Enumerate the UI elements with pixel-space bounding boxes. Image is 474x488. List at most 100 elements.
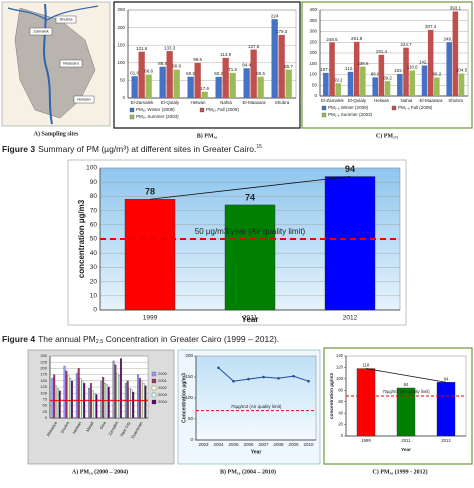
bar bbox=[112, 360, 115, 419]
x-tick-label: Maadi bbox=[85, 420, 95, 432]
bar bbox=[166, 51, 173, 98]
y-tick-label: 50 bbox=[43, 403, 48, 408]
x-tick-label: El-Zamalek bbox=[131, 100, 155, 105]
x-tick-label: El-Zamalek bbox=[321, 98, 345, 103]
x-tick-label: 2012 bbox=[441, 438, 451, 443]
x-tick-label: Shubra bbox=[275, 100, 290, 105]
bar bbox=[397, 73, 403, 96]
x-tick-label: 2009 bbox=[288, 442, 299, 447]
bar bbox=[378, 54, 385, 96]
value-label: 80.7 bbox=[284, 64, 293, 69]
legend-swatch bbox=[391, 105, 397, 111]
x-tick-label: 2012 bbox=[343, 315, 358, 322]
bar bbox=[427, 29, 434, 97]
legend-label: 2004 bbox=[158, 399, 168, 404]
legend-swatch bbox=[151, 399, 157, 405]
y-tick-label: 25 bbox=[43, 409, 48, 414]
bar bbox=[105, 384, 108, 419]
y-tick-label: 80 bbox=[90, 193, 98, 200]
bar bbox=[131, 76, 138, 98]
value-label: 137.5 bbox=[248, 44, 260, 49]
y-tick-label: 75 bbox=[43, 396, 48, 401]
legend-swatch bbox=[129, 107, 135, 113]
limit-label: 70μg/m3 (Air quality limit) bbox=[382, 389, 430, 394]
x-tick-label: 2008 bbox=[273, 442, 284, 447]
value-label: 104.5 bbox=[456, 68, 468, 73]
legend-label: PM₂.₅ Fall (2009) bbox=[398, 105, 433, 110]
x-tick-label: 2011 bbox=[243, 315, 257, 322]
value-label: 84.4 bbox=[242, 62, 251, 67]
y-tick-label: 200 bbox=[40, 365, 47, 370]
y-tick-label: 150 bbox=[185, 374, 193, 379]
bar bbox=[360, 66, 366, 96]
value-label: 84 bbox=[404, 382, 409, 387]
figure-label: Figure 4 bbox=[2, 334, 35, 344]
x-tick-label: El-Qulaly bbox=[348, 98, 367, 103]
bar bbox=[329, 42, 335, 96]
x-axis-label: Year bbox=[251, 449, 262, 455]
map-label: Helwan bbox=[77, 97, 90, 102]
y-tick-label: 20 bbox=[338, 422, 343, 427]
caption-text: Summary of PM (µg/m³) at different sites… bbox=[38, 144, 256, 154]
x-tick-label: Shubra bbox=[448, 98, 463, 103]
y-tick-label: 80 bbox=[338, 387, 343, 392]
x-tick-label: 2005 bbox=[228, 442, 239, 447]
bar bbox=[356, 368, 376, 437]
bar bbox=[409, 70, 415, 96]
bar bbox=[91, 390, 94, 419]
bar bbox=[138, 378, 141, 419]
bar bbox=[215, 76, 222, 98]
y-tick-label: 100 bbox=[336, 376, 344, 381]
bar bbox=[222, 57, 229, 98]
bar bbox=[335, 83, 341, 96]
bar bbox=[384, 81, 391, 96]
value-label: 133.3 bbox=[164, 45, 176, 50]
x-tick-label: 2004 bbox=[213, 442, 224, 447]
y-tick-label: 100 bbox=[86, 165, 97, 172]
point bbox=[262, 375, 265, 379]
legend-swatch bbox=[151, 371, 157, 377]
map-label: Shubra bbox=[60, 17, 74, 22]
legend-swatch bbox=[151, 385, 157, 391]
bar bbox=[323, 72, 329, 96]
legend-swatch bbox=[199, 107, 205, 113]
value-label: 113.9 bbox=[220, 52, 231, 57]
value-label: 60.2 bbox=[214, 71, 223, 76]
bar bbox=[77, 368, 80, 419]
panel-caption: C) PM₁₀ (1999 - 2012) bbox=[372, 468, 427, 475]
bar bbox=[324, 176, 376, 311]
bar bbox=[70, 380, 73, 419]
y-tick-label: 175 bbox=[40, 372, 47, 377]
panel-caption: A) Sampling sites bbox=[34, 130, 79, 137]
bar bbox=[75, 373, 78, 419]
bar bbox=[132, 391, 135, 419]
value-label: 307.4 bbox=[425, 24, 437, 29]
value-label: 61.8 bbox=[130, 70, 139, 75]
bar bbox=[144, 385, 147, 419]
y-tick-label: 0 bbox=[190, 437, 193, 442]
bar bbox=[229, 72, 236, 98]
y-tick-label: 250 bbox=[40, 353, 47, 358]
bar bbox=[137, 374, 140, 419]
value-label: 88.9 bbox=[158, 61, 167, 66]
limit-label: 70μg/m3 (Air quality limit) bbox=[231, 404, 282, 409]
value-label: 224.7 bbox=[400, 42, 412, 47]
y-tick-label: 200 bbox=[185, 353, 193, 358]
legend-label: 2000 bbox=[158, 371, 168, 376]
value-label: 59.2 bbox=[334, 77, 343, 82]
x-axis-label: Year bbox=[401, 447, 411, 452]
value-label: 179.3 bbox=[276, 29, 288, 34]
bar bbox=[250, 49, 257, 98]
bar bbox=[51, 378, 54, 419]
panel-caption: B) PM₁₀ bbox=[197, 132, 218, 139]
x-tick-label: 2003 bbox=[198, 442, 209, 447]
y-axis-label: concentration µg/m3 bbox=[77, 199, 86, 278]
trend-line bbox=[365, 368, 447, 383]
bar bbox=[58, 390, 61, 419]
legend-label: 2002 bbox=[158, 385, 168, 390]
legend-label: PM₁₀ Winter (2009) bbox=[136, 107, 175, 112]
legend-swatch bbox=[151, 378, 157, 384]
bar bbox=[271, 19, 278, 98]
y-tick-label: 50 bbox=[188, 416, 194, 421]
